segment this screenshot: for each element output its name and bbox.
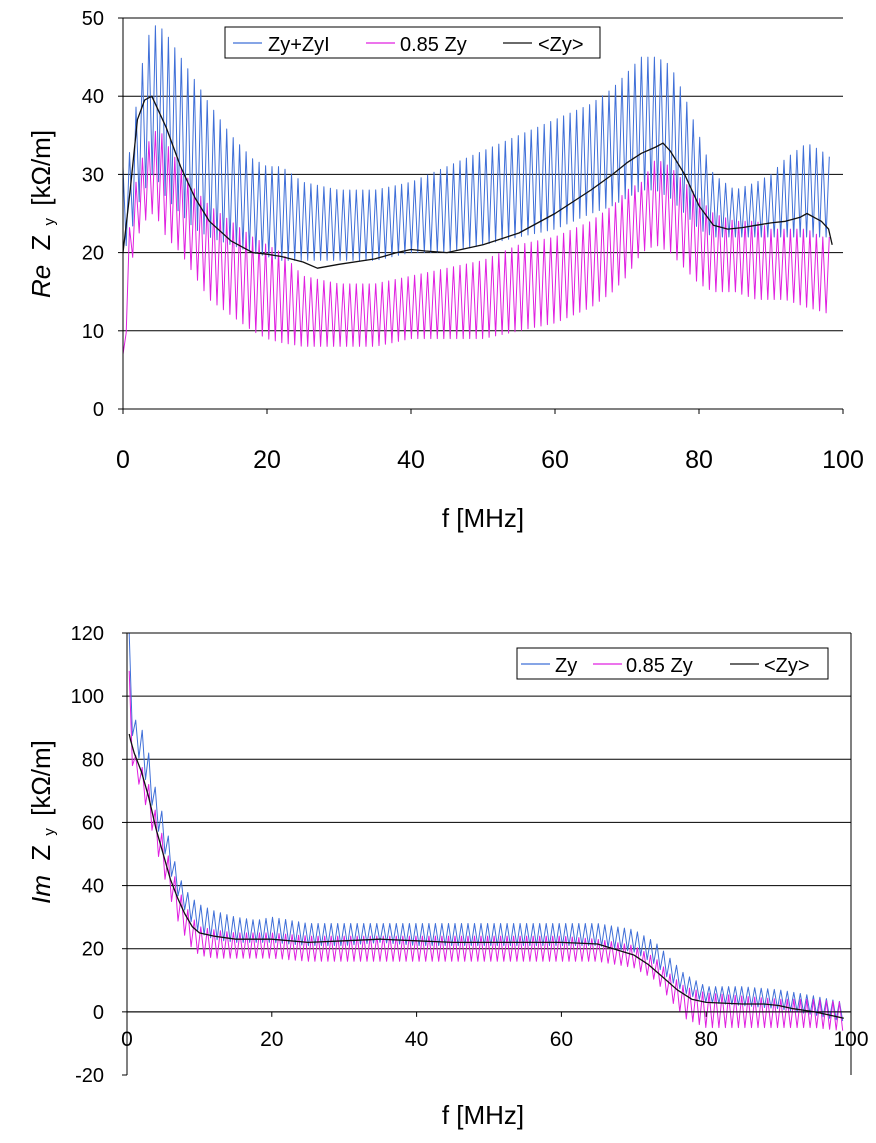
legend-label-085-zy: 0.85 Zy [400,34,467,56]
x-tick-label: 0 [116,446,130,474]
y-tick-label: 120 [71,623,104,645]
x-tick-label: 80 [685,446,713,474]
chart-re-zy: 0 20 40 60 80 100 0 10 20 30 40 50 f [MHz] Re Z y … [26,8,864,533]
y-tick-label: 60 [82,812,104,834]
re-x-tick-labels: 0 20 40 60 80 100 [116,446,864,474]
re-gridlines [123,17,843,332]
y-tick-label: 40 [82,86,104,108]
x-tick-label: 40 [397,446,425,474]
re-legend: Zy+ZyI 0.85 Zy <Zy> [224,26,601,59]
y-tick-label: 80 [82,749,104,771]
y-tick-label: 0 [93,1002,104,1024]
x-tick-label: 100 [833,1028,868,1051]
x-tick-label: 20 [253,446,281,474]
legend-label-mean-zy-im: <Zy> [764,655,810,677]
im-y-tick-labels: -20 0 20 40 60 80 100 120 [71,623,104,1087]
legend-label-zy: Zy [555,655,577,677]
series-1-band [128,670,844,1031]
re-y-axis-label: Re Z y [kΩ/m] [26,130,60,298]
series-2-mean-line [128,733,844,1019]
y-tick-label: 20 [82,939,104,961]
legend-label-085-zy-im: 0.85 Zy [626,655,693,677]
legend-label-zy-zyi: Zy+ZyI [268,34,330,56]
im-legend: Zy 0.85 Zy <Zy> [516,647,829,680]
x-tick-label: 40 [405,1028,428,1051]
series-1-band [123,130,830,355]
x-tick-label: 0 [121,1028,133,1051]
y-tick-label: -20 [75,1065,104,1087]
series-0-band [123,25,830,261]
im-y-axis-label: Im Z y [kΩ/m] [26,740,60,904]
x-tick-label: 100 [822,446,864,474]
re-y-tick-labels: 0 10 20 30 40 50 [82,8,104,421]
im-x-axis-label: f [MHz] [442,1100,524,1130]
re-axes [118,17,844,414]
y-tick-label: 100 [71,686,104,708]
x-tick-label: 20 [260,1028,283,1051]
y-tick-label: 30 [82,164,104,186]
re-x-axis-label: f [MHz] [442,503,524,533]
x-tick-label: 80 [695,1028,718,1051]
x-tick-label: 60 [541,446,569,474]
legend-label-mean-zy: <Zy> [538,34,584,56]
series-2-mean-line [123,95,833,269]
y-tick-label: 20 [82,243,104,265]
y-tick-label: 0 [93,399,104,421]
im-axes [122,632,852,1076]
y-tick-label: 40 [82,876,104,898]
re-plot-area [123,25,833,355]
im-x-tick-labels: 0 20 40 60 80 100 [121,1028,868,1051]
y-tick-label: 10 [82,321,104,343]
y-tick-label: 50 [82,8,104,30]
im-plot-area [128,633,844,1031]
x-tick-label: 60 [550,1028,573,1051]
im-gridlines [127,632,851,1013]
series-0-band [128,633,844,1022]
